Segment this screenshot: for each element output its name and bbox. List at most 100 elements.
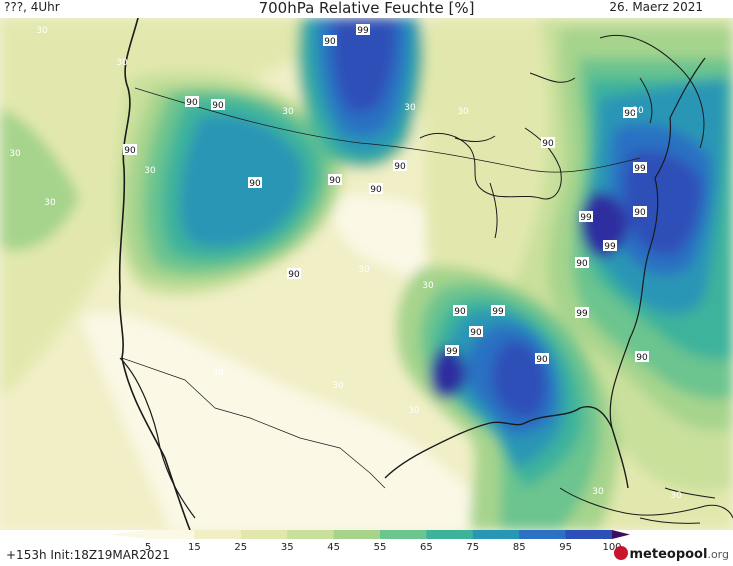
contour-label: 99 <box>580 213 592 223</box>
contour-label-box <box>623 107 637 118</box>
contour-label: 30 <box>592 487 604 497</box>
contour-label-box <box>369 183 383 194</box>
map-footer: 5 15 25 35 45 55 65 75 85 95 100 +153h Init:18Z19M… <box>0 530 733 566</box>
contour-label: 90 <box>454 307 466 317</box>
color-scale-tick: 100 <box>602 542 621 553</box>
contour-label-box <box>328 174 342 185</box>
contour-label-box <box>535 353 549 364</box>
contour-label: 30 <box>457 107 469 117</box>
contour-label-box <box>453 305 467 316</box>
contour-label: 90 <box>394 162 406 172</box>
color-scale-high-end <box>612 530 630 539</box>
contour-label: 99 <box>357 26 369 36</box>
contour-label: 90 <box>370 185 382 195</box>
color-scale-tick: 75 <box>466 542 479 553</box>
color-scale-segment <box>333 530 381 539</box>
contour-label-box <box>248 177 262 188</box>
color-scale-segment <box>240 530 288 539</box>
contour-label: 30 <box>282 107 294 117</box>
valid-time-label: ???, 4Uhr <box>4 0 60 14</box>
contour-label: 30 <box>408 406 420 416</box>
contour-label-box <box>541 137 555 148</box>
color-scale-tick: 5 <box>145 542 151 553</box>
color-scale-segment <box>287 530 335 539</box>
contour-label: 99 <box>576 309 588 319</box>
contour-label-box <box>185 96 199 107</box>
color-scale-segment <box>426 530 474 539</box>
color-scale-tick: 45 <box>327 542 340 553</box>
color-scale-tick: 25 <box>234 542 247 553</box>
contour-label-box <box>393 160 407 171</box>
color-scale-tick: 15 <box>188 542 201 553</box>
contour-label: 30 <box>358 265 370 275</box>
contour-label: 90 <box>186 98 198 108</box>
contour-label: 90 <box>542 139 554 149</box>
color-scale-segment <box>565 530 613 539</box>
contour-label: 99 <box>492 307 504 317</box>
contour-label: 90 <box>470 328 482 338</box>
model-run-info: +153h Init:18Z19MAR2021 <box>6 548 170 562</box>
color-scale-segment <box>472 530 520 539</box>
meteopool-logo-icon <box>613 546 628 560</box>
contour-label-box <box>575 257 589 268</box>
logo-suffix: .org <box>707 548 729 561</box>
contour-label-box <box>579 211 593 222</box>
contour-label-box <box>635 351 649 362</box>
contour-label-box <box>445 345 459 356</box>
contour-label: 90 <box>624 109 636 119</box>
contour-label: 30 <box>144 166 156 176</box>
color-scale-tick: 85 <box>513 542 526 553</box>
contour-label-box <box>633 162 647 173</box>
meteopool-logo[interactable]: meteopool.org <box>613 546 729 562</box>
map-header: ???, 4Uhr 700hPa Relative Feuchte [%] 26… <box>0 0 733 18</box>
contour-label: 90 <box>329 176 341 186</box>
contour-label: 30 <box>670 491 682 501</box>
contour-label-box <box>323 35 337 46</box>
contour-label: 90 <box>324 37 336 47</box>
contour-label: 30 <box>404 103 416 113</box>
contour-label-box <box>633 206 647 217</box>
contour-label: 90 <box>576 259 588 269</box>
color-scale-segment <box>519 530 567 539</box>
contour-label: 90 <box>288 270 300 280</box>
contour-label-box <box>123 144 137 155</box>
color-scale-low-end <box>108 530 148 539</box>
contour-label: 30 <box>422 281 434 291</box>
color-scale-segment <box>380 530 427 539</box>
contour-label: 99 <box>634 164 646 174</box>
contour-label-box <box>491 305 505 316</box>
contour-label: 90 <box>636 353 648 363</box>
color-scale-tick: 95 <box>559 542 572 553</box>
logo-text: meteopool <box>629 547 708 562</box>
contour-label: 90 <box>212 101 224 111</box>
contour-label: 90 <box>249 179 261 189</box>
color-scale-bar: 5 15 25 35 45 55 65 75 85 95 100 <box>108 530 630 553</box>
contour-label-box <box>603 240 617 251</box>
color-scale-segment <box>194 530 242 539</box>
contour-label: 90 <box>124 146 136 156</box>
contour-label-box <box>469 326 483 337</box>
contour-label: 90 <box>536 355 548 365</box>
map-borders <box>118 18 733 530</box>
contour-label: 30 <box>332 381 344 391</box>
contour-label: 30 <box>632 106 644 116</box>
contour-label: 30 <box>44 198 56 208</box>
contour-label: 30 <box>116 58 128 68</box>
forecast-date: 26. Maerz 2021 <box>609 0 703 14</box>
contour-label: 30 <box>212 368 224 378</box>
map-title: 700hPa Relative Feuchte [%] <box>258 0 475 17</box>
contour-label: 99 <box>604 242 616 252</box>
contour-label: 90 <box>634 208 646 218</box>
contour-label-box <box>356 24 370 35</box>
contour-label: 30 <box>9 149 21 159</box>
color-scale-segment <box>148 530 195 539</box>
contour-label: 30 <box>36 26 48 36</box>
color-scale-tick: 65 <box>420 542 433 553</box>
color-scale-tick: 55 <box>374 542 387 553</box>
contour-label-box <box>211 99 225 110</box>
humidity-field <box>0 18 733 530</box>
contour-label: 99 <box>446 347 458 357</box>
color-scale-tick: 35 <box>281 542 294 553</box>
